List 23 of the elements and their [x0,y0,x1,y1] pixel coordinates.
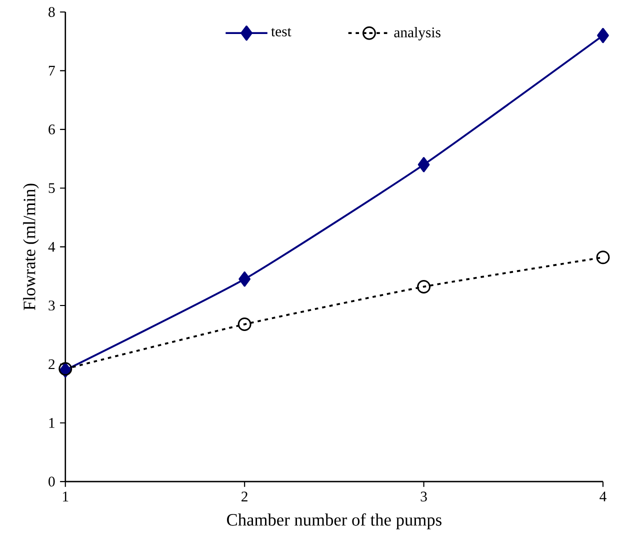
y-axis-title: Flowrate (ml/min) [23,184,39,310]
legend-label: analysis [394,27,440,40]
x-tick-label: 3 [420,492,427,502]
y-tick-label: 6 [48,124,55,134]
y-tick-label: 1 [49,418,54,428]
point [238,318,252,332]
y-tick-label: 8 [48,7,55,17]
point [418,157,430,172]
y-tick-label: 3 [48,300,55,310]
x-tick-label: 4 [600,492,606,502]
y-tick-label: 4 [48,242,56,252]
point [238,271,251,287]
y-tick-label: 0 [48,476,55,487]
x-tick-label: 2 [242,492,248,502]
legend-label: test [271,28,292,36]
x-tick-label: 1 [63,492,68,502]
x-axis-title: Chamber number of the pumps [227,513,442,530]
y-tick-label: 5 [48,183,55,193]
point [597,28,609,44]
point [596,250,610,264]
y-tick-label: 2 [48,359,55,370]
y-tick-label: 7 [48,66,55,76]
point [417,280,431,294]
